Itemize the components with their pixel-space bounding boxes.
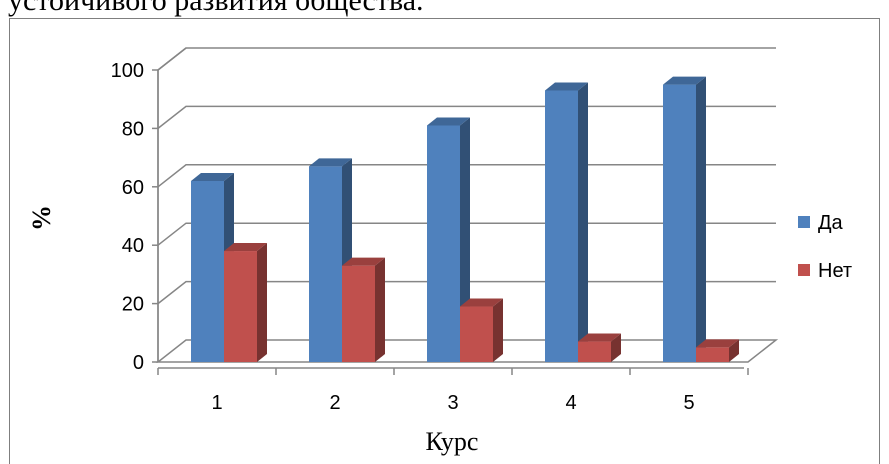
bar-side — [729, 339, 739, 362]
bar-top — [427, 117, 470, 126]
legend: Да Нет — [798, 212, 852, 282]
y-tick-label: 100 — [111, 60, 144, 82]
y-axis-title: % — [27, 205, 56, 231]
x-axis-ticks: 1 2 3 4 5 — [211, 392, 694, 414]
bar — [427, 117, 470, 362]
x-tick-label: 3 — [447, 392, 458, 414]
y-tick-label: 40 — [122, 235, 144, 257]
bar-top — [224, 243, 267, 252]
bar-front — [545, 90, 578, 362]
bar-front — [309, 166, 342, 362]
bar — [342, 257, 385, 362]
bar-side — [493, 298, 503, 362]
x-axis — [157, 367, 749, 375]
bar-front — [578, 341, 611, 362]
bar-side — [696, 76, 706, 362]
bar-top — [545, 82, 588, 91]
bar-side — [578, 82, 588, 362]
x-tick-label: 1 — [211, 392, 222, 414]
bar-front — [427, 125, 460, 362]
bar — [460, 298, 503, 362]
bar — [191, 172, 234, 362]
bar-top — [342, 257, 385, 266]
x-axis-title: Курс — [426, 427, 479, 456]
bar-side — [611, 333, 621, 362]
bar — [663, 76, 706, 362]
chart-frame — [9, 18, 880, 464]
gridline — [157, 47, 776, 71]
y-tick-label: 0 — [133, 352, 144, 374]
x-tick-label: 2 — [329, 392, 340, 414]
bar-top — [309, 158, 352, 167]
bar-front — [191, 180, 224, 362]
side-wall-edge — [157, 47, 187, 362]
bars — [191, 76, 739, 362]
bar-top — [663, 76, 706, 85]
bar-front — [460, 306, 493, 362]
y-axis-ticks: 0 20 40 60 80 100 — [111, 60, 158, 374]
bar — [696, 339, 739, 362]
bar-top — [578, 333, 621, 342]
bar-side — [257, 243, 267, 362]
y-tick-label: 20 — [122, 294, 144, 316]
bar-top — [191, 172, 234, 181]
y-tick-label: 80 — [122, 118, 144, 140]
bar — [224, 243, 267, 362]
legend-label: Да — [818, 212, 844, 234]
bar-front — [342, 265, 375, 362]
caption-text: устойчивого развития общества. — [8, 0, 424, 17]
legend-swatch — [798, 216, 810, 228]
x-tick-label: 4 — [565, 392, 576, 414]
legend-swatch — [798, 264, 810, 276]
bar-front — [696, 347, 729, 362]
bar-front — [224, 251, 257, 362]
chart-walls — [157, 47, 187, 362]
bar — [545, 82, 588, 362]
bar-front — [663, 84, 696, 362]
bar-top — [460, 298, 503, 307]
bar-side — [375, 257, 385, 362]
y-tick-label: 60 — [122, 177, 144, 199]
x-tick-label: 5 — [683, 392, 694, 414]
bar — [578, 333, 621, 362]
legend-label: Нет — [818, 260, 852, 282]
bar-top — [696, 339, 739, 348]
